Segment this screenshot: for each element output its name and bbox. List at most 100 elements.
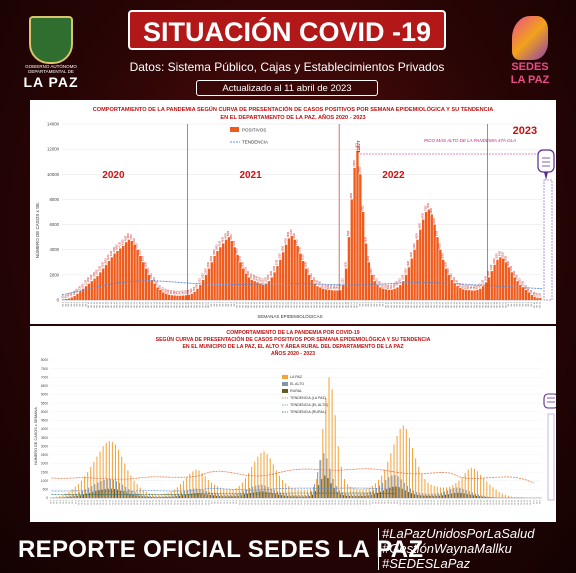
c1-bar — [350, 199, 353, 300]
c2-week-tick: SE 26 — [289, 500, 291, 505]
c1-data-label: 900 — [196, 283, 199, 288]
c2-bar-rural — [479, 496, 481, 498]
c1-bar — [116, 250, 119, 300]
c2-bar-elalto — [267, 486, 269, 498]
c2-bar-lapaz — [303, 489, 305, 498]
c1-data-label: 420 — [167, 289, 170, 294]
c2-bar-lapaz — [121, 456, 123, 498]
c2-bar-lapaz — [350, 486, 352, 498]
c1-bar — [130, 240, 133, 300]
c2-bar-rural — [318, 485, 320, 498]
c2-bar-lapaz — [334, 415, 336, 498]
c1-week-tick: SE 25 — [131, 301, 133, 308]
c2-bar-rural — [352, 496, 354, 498]
c1-week-tick: SE 27 — [434, 301, 436, 308]
c1-data-label: 80 — [64, 295, 67, 298]
c1-data-label: 2000 — [204, 268, 207, 274]
c2-bar-rural — [83, 494, 85, 498]
c2-bar-rural — [386, 488, 388, 498]
c1-bar — [490, 271, 493, 300]
c1-week-tick: SE 42 — [328, 301, 330, 308]
hashtag-3[interactable]: #SEDESLaPaz — [382, 556, 471, 571]
c2-bar-elalto — [440, 492, 442, 498]
c2-bar-elalto — [252, 486, 254, 498]
c1-week-tick: SE 33 — [154, 301, 156, 308]
c1-bar — [164, 293, 168, 300]
c1-bar — [259, 283, 262, 300]
c2-bar-elalto — [261, 484, 263, 498]
c2-week-tick: SE 19 — [428, 500, 430, 505]
c1-bar — [264, 283, 268, 300]
c1-week-tick: SE 43 — [331, 301, 333, 308]
hashtag-2[interactable]: #GestiónWaynaMallku — [382, 541, 512, 556]
c1-data-label: 4500 — [221, 236, 224, 242]
c1-data-label: 4800 — [416, 233, 419, 239]
hashtag-1[interactable]: #LaPazUnidosPorLaSalud — [382, 526, 535, 541]
c2-trend-elalto — [51, 487, 396, 492]
c2-week-tick: SE 26 — [450, 500, 452, 505]
c1-data-label: 2600 — [407, 260, 410, 266]
c1-bar — [187, 294, 191, 300]
c2-bar-elalto — [159, 496, 161, 498]
c2-bar-elalto — [88, 487, 90, 498]
c2-bar-elalto — [447, 490, 449, 498]
c1-bar — [202, 279, 205, 300]
c2-week-tick: SE 49 — [521, 500, 523, 505]
c1-bar — [119, 248, 122, 300]
c2-bar-elalto — [471, 492, 473, 498]
c2-week-tick: SE 14 — [91, 500, 93, 505]
c2-bar-lapaz — [532, 497, 534, 498]
c2-bar-rural — [194, 493, 196, 498]
c1-data-label: 3200 — [441, 253, 444, 259]
c2-week-tick: SE 34 — [474, 500, 476, 505]
c1-data-label: 1000 — [379, 280, 382, 286]
c2-week-tick: SE 9 — [397, 500, 399, 504]
c1-data-label: 3600 — [236, 248, 239, 254]
c2-bar-elalto — [394, 475, 396, 498]
c2-week-tick: SE 36 — [481, 500, 483, 505]
c1-week-tick: SE 26 — [282, 301, 284, 308]
c2-bar-lapaz — [176, 487, 178, 498]
c2-bar-lapaz — [415, 458, 417, 498]
c2-bar-rural — [445, 494, 447, 498]
c2-bar-elalto — [481, 495, 483, 498]
c2-bar-rural — [203, 493, 205, 498]
c2-week-tick: SE 7 — [230, 500, 232, 504]
c2-bar-rural — [151, 497, 153, 498]
c2-week-tick: SE 35 — [156, 500, 158, 505]
c1-week-tick: SE 48 — [345, 301, 347, 308]
c1-bar — [62, 299, 65, 300]
c2-bar-rural — [271, 493, 273, 498]
c1-week-tick: SE 16 — [105, 301, 107, 308]
c2-bar-rural — [163, 497, 165, 498]
c1-bar — [244, 273, 248, 300]
c1-week-tick: SE 45 — [188, 301, 190, 308]
c1-week-tick: SE 39 — [320, 301, 322, 308]
c1-bar — [204, 274, 208, 300]
sedes-mark-icon — [512, 16, 548, 60]
c1-bar — [482, 286, 485, 300]
c1-data-label: 4600 — [124, 235, 127, 241]
c1-bar — [104, 264, 108, 300]
c2-bar-rural — [175, 496, 177, 498]
c2-week-tick: SE 34 — [153, 500, 155, 505]
c2-week-tick: SE 37 — [323, 500, 325, 505]
c1-bar — [190, 293, 193, 300]
c2-bar-rural — [206, 494, 208, 498]
c1-bar — [524, 289, 528, 300]
c1-bar — [359, 174, 362, 300]
c1-data-label: 2800 — [493, 258, 496, 264]
c1-bar — [67, 298, 71, 300]
c1-week-tick: SE 14 — [100, 301, 102, 308]
c2-bar-lapaz — [514, 496, 516, 498]
c1-week-tick: SE 9 — [531, 301, 533, 307]
c2-week-tick: SE 38 — [165, 500, 167, 505]
c1-data-label: 820 — [390, 284, 393, 289]
c1-data-label: 2000 — [370, 268, 373, 274]
c2-bar-elalto — [131, 490, 133, 498]
c2-bar-lapaz — [50, 497, 52, 498]
c1-data-label: 4300 — [296, 239, 299, 245]
c1-week-tick: SE 23 — [422, 301, 424, 308]
c2-bar-rural — [259, 491, 261, 498]
